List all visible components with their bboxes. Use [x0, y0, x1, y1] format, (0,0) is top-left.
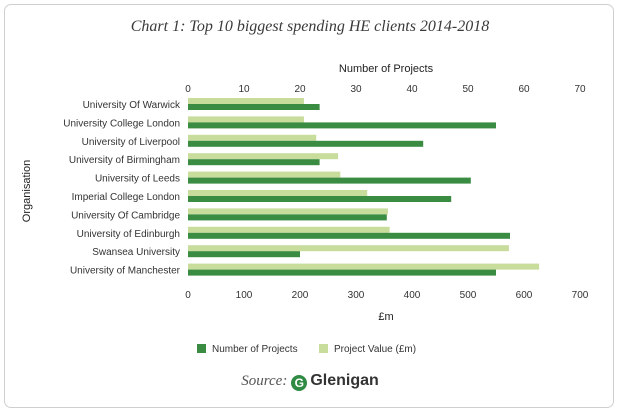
bar-project-value	[188, 245, 509, 252]
bottom-tick-label: 600	[516, 290, 533, 301]
bar-number-of-projects	[188, 196, 452, 202]
bottom-tick-label: 500	[460, 290, 477, 301]
bar-project-value	[188, 116, 304, 123]
legend-swatch	[197, 344, 206, 353]
bottom-axis: 0 100 200 300 400 500 600 700	[185, 290, 589, 301]
legend-label: Number of Projects	[212, 344, 298, 355]
chart-frame	[4, 4, 614, 408]
top-tick-label: 60	[518, 84, 530, 95]
top-tick-label: 30	[350, 84, 362, 95]
top-tick-label: 20	[294, 84, 306, 95]
y-axis-label: Organisation	[21, 160, 33, 222]
bar-number-of-projects	[188, 214, 387, 221]
source-label: Source:	[241, 373, 288, 389]
bottom-tick-label: 200	[292, 290, 309, 301]
bar-project-value	[188, 263, 540, 270]
bars	[188, 98, 540, 276]
source-brand: Glenigan	[310, 372, 379, 389]
legend-swatch	[319, 344, 328, 353]
bar-project-value	[188, 153, 339, 160]
category-label: University Of Warwick	[83, 100, 181, 111]
bottom-tick-label: 300	[348, 290, 365, 301]
bar-project-value	[188, 208, 388, 215]
category-label: University Of Cambridge	[71, 210, 180, 221]
category-label: University of Birmingham	[69, 155, 180, 166]
top-tick-label: 40	[406, 84, 418, 95]
bottom-tick-label: 400	[404, 290, 421, 301]
category-label: University of Leeds	[95, 174, 180, 185]
bar-number-of-projects	[188, 232, 510, 239]
bar-project-value	[188, 98, 304, 104]
category-label: University of Edinburgh	[77, 229, 180, 240]
legend: Number of Projects Project Value (£m)	[197, 344, 416, 355]
legend-label: Project Value (£m)	[334, 344, 416, 355]
category-label: University of Manchester	[70, 266, 181, 277]
top-axis: 0 10 20 30 40 50 60 70	[185, 84, 586, 95]
top-tick-label: 70	[574, 84, 586, 95]
category-label: University College London	[63, 118, 180, 129]
bar-number-of-projects	[188, 159, 320, 166]
bar-number-of-projects	[188, 104, 320, 110]
category-label: University of Liverpool	[82, 137, 180, 148]
bar-project-value	[188, 134, 317, 141]
category-label: Swansea University	[92, 247, 180, 258]
bar-number-of-projects	[188, 140, 424, 147]
chart-title: Chart 1: Top 10 biggest spending HE clie…	[130, 18, 490, 35]
bar-number-of-projects	[188, 251, 300, 258]
glenigan-logo-icon: G	[291, 375, 308, 391]
bottom-tick-label: 100	[236, 290, 253, 301]
bar-project-value	[188, 171, 341, 178]
top-tick-label: 0	[185, 84, 191, 95]
top-axis-label: Number of Projects	[339, 63, 434, 75]
bottom-axis-label: £m	[378, 311, 393, 323]
bar-project-value	[188, 190, 368, 196]
bar-project-value	[188, 226, 390, 233]
top-tick-label: 10	[238, 84, 250, 95]
bar-number-of-projects	[188, 269, 496, 276]
bar-number-of-projects	[188, 177, 471, 184]
source-line: Source: G Glenigan	[0, 372, 620, 391]
top-tick-label: 50	[462, 84, 474, 95]
bottom-tick-label: 700	[572, 290, 589, 301]
bottom-tick-label: 0	[185, 290, 191, 301]
bar-number-of-projects	[188, 122, 496, 129]
category-labels: University Of Warwick University College …	[63, 100, 181, 277]
category-label: Imperial College London	[72, 192, 180, 203]
